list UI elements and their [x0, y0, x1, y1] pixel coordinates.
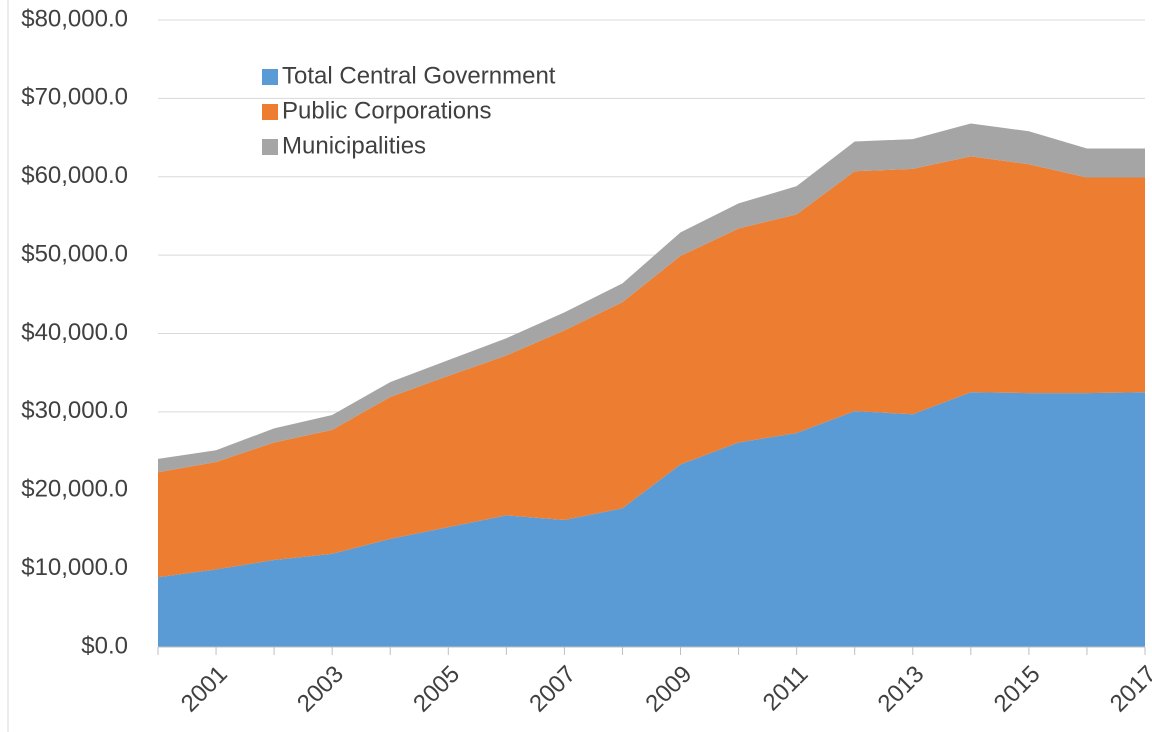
y-tick-label: $30,000.0 [21, 397, 128, 424]
legend-swatch [262, 139, 278, 155]
x-tick-label: 2017 [1105, 661, 1152, 718]
y-tick-label: $60,000.0 [21, 162, 128, 189]
area [158, 123, 1145, 473]
y-tick-label: $0.0 [81, 632, 128, 659]
legend-label: Total Central Government [282, 62, 556, 89]
y-tick-label: $10,000.0 [21, 554, 128, 581]
y-tick-label: $80,000.0 [21, 5, 128, 32]
x-tick-label: 2011 [758, 661, 814, 717]
x-tick-label: 2005 [408, 661, 465, 718]
y-tick-label: $40,000.0 [21, 319, 128, 346]
x-tick-label: 2013 [873, 661, 930, 718]
legend-swatch [262, 69, 278, 85]
x-tick-label: 2001 [176, 661, 233, 718]
y-tick-label: $70,000.0 [21, 84, 128, 111]
legend-swatch [262, 104, 278, 120]
x-tick-label: 2009 [640, 661, 697, 718]
legend-label: Public Corporations [282, 97, 491, 124]
x-tick-label: 2007 [524, 661, 581, 718]
area [158, 392, 1145, 647]
area [158, 156, 1145, 578]
y-tick-label: $50,000.0 [21, 240, 128, 267]
legend-label: Municipalities [282, 132, 426, 159]
y-tick-label: $20,000.0 [21, 476, 128, 503]
x-tick-label: 2003 [292, 661, 349, 718]
x-tick-label: 2015 [989, 661, 1046, 718]
